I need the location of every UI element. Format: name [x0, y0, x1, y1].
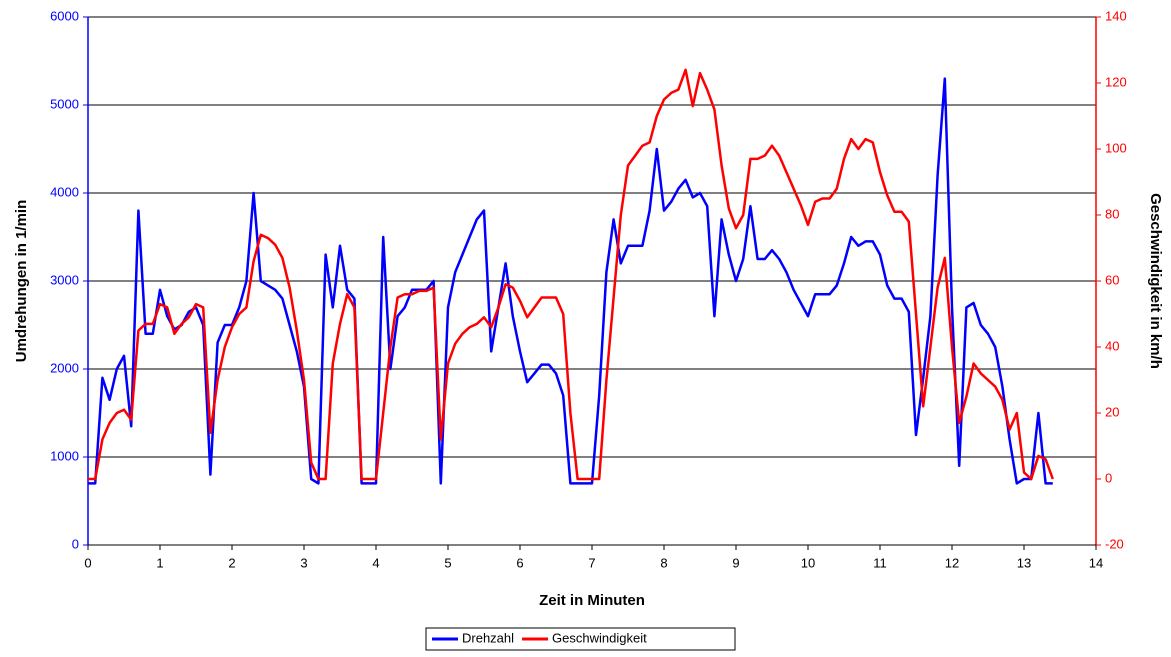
x-tick-label: 2: [228, 555, 235, 570]
x-tick-label: 8: [660, 555, 667, 570]
y2-tick-label: 20: [1105, 404, 1119, 419]
y2-tick-label: -20: [1105, 536, 1124, 551]
legend-label: Geschwindigkeit: [552, 630, 647, 645]
x-tick-label: 9: [732, 555, 739, 570]
x-tick-label: 10: [801, 555, 815, 570]
y2-axis-title: Geschwindigkeit in km/h: [1147, 193, 1164, 369]
y2-tick-label: 80: [1105, 206, 1119, 221]
x-tick-label: 12: [945, 555, 959, 570]
x-tick-label: 13: [1017, 555, 1031, 570]
y2-tick-label: 40: [1105, 338, 1119, 353]
x-tick-label: 5: [444, 555, 451, 570]
legend-box: [425, 627, 736, 651]
series-line: [88, 68, 1054, 481]
y2-tick-label: 0: [1105, 470, 1112, 485]
series-line: [88, 77, 1053, 485]
x-tick-label: 4: [372, 555, 379, 570]
y-tick-label: 3000: [50, 272, 79, 287]
y2-tick-label: 60: [1105, 272, 1119, 287]
x-tick-label: 7: [588, 555, 595, 570]
x-tick-label: 11: [873, 555, 887, 570]
x-tick-label: 14: [1089, 555, 1103, 570]
y-axis-title: Umdrehungen in 1/min: [13, 200, 30, 363]
x-tick-label: 1: [156, 555, 163, 570]
y2-tick-label: 100: [1105, 140, 1127, 155]
y-tick-label: 1000: [50, 448, 79, 463]
x-tick-label: 3: [300, 555, 307, 570]
y-tick-label: 6000: [50, 8, 79, 23]
y-tick-label: 2000: [50, 360, 79, 375]
x-tick-label: 0: [84, 555, 91, 570]
y2-tick-label: 120: [1105, 74, 1127, 89]
y-tick-label: 5000: [50, 96, 79, 111]
y-tick-label: 4000: [50, 184, 79, 199]
y2-tick-label: 140: [1105, 8, 1127, 23]
y-tick-label: 0: [72, 536, 79, 551]
x-axis-title: Zeit in Minuten: [539, 592, 645, 609]
legend-label: Drehzahl: [462, 630, 514, 645]
x-tick-label: 6: [516, 555, 523, 570]
